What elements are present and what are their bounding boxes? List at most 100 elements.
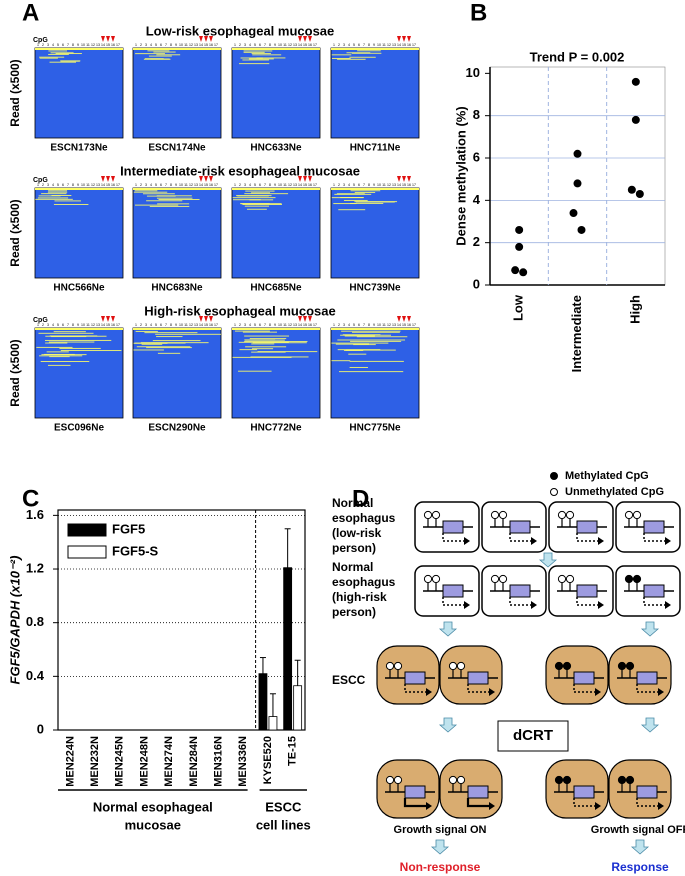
cpg-number: 16: [407, 323, 411, 327]
cpg-number: 15: [303, 323, 307, 327]
methylation-streak: [331, 360, 351, 362]
methylation-streak: [146, 347, 192, 349]
cpg-number: 7: [264, 323, 266, 327]
cpg-number: 10: [278, 323, 282, 327]
methylation-streak: [244, 341, 308, 343]
methylation-streak: [232, 197, 276, 199]
cpg-number: 9: [77, 43, 79, 47]
arrow-head: [426, 802, 432, 810]
cpg-number: 5: [155, 183, 157, 187]
flow-arrow: [630, 839, 650, 855]
x-tick-label: MEN284N: [188, 736, 200, 787]
cpg-marker: [402, 176, 406, 182]
legend-label: Unmethylated CpG: [565, 486, 664, 498]
cpg-number: 17: [214, 323, 218, 327]
cpg-number: 4: [348, 43, 350, 47]
cpg-number: 5: [57, 323, 59, 327]
methylation-streak: [156, 195, 192, 197]
methylation-streak: [144, 58, 164, 60]
row-label: Normal: [332, 496, 373, 510]
transcription-arrow: [442, 533, 465, 542]
gene: [442, 520, 464, 534]
methylation-streak: [136, 346, 191, 348]
cpg-number: 13: [194, 183, 198, 187]
group-title: High-risk esophageal mucosae: [144, 303, 335, 318]
row-label: esophagus: [332, 511, 396, 525]
transcription-arrow: [403, 798, 427, 808]
data-point: [511, 266, 520, 275]
transcription-arrow: [467, 684, 490, 693]
cpg-number: 1: [234, 323, 236, 327]
methylation-streak: [152, 340, 201, 342]
unmethylated-cpg: [565, 574, 575, 584]
methylation-streak: [354, 191, 376, 193]
cpg-number: 5: [254, 43, 256, 47]
arrow-head: [595, 802, 601, 810]
methylation-streak: [350, 202, 384, 204]
y-tick-label: 1.2: [26, 560, 44, 575]
methylation-streak: [60, 60, 81, 62]
cpg-number: 14: [101, 183, 105, 187]
gene: [467, 671, 489, 685]
methylation-streak: [232, 199, 261, 201]
methylation-streak: [146, 200, 183, 202]
legend-swatch: [67, 545, 107, 559]
cpg-marker: [199, 36, 203, 42]
methylation-streak: [140, 342, 209, 344]
cpg-number: 8: [269, 183, 271, 187]
unmethylated-cpg: [385, 775, 395, 785]
x-tick-label: MEN245N: [114, 736, 126, 787]
group-title: Intermediate-risk esophageal mucosae: [120, 163, 360, 178]
flow-arrow: [640, 621, 660, 637]
methylation-streak: [242, 59, 270, 61]
methylation-streak: [257, 351, 318, 353]
methylation-streak: [47, 364, 71, 366]
methylation-streak: [242, 203, 282, 205]
cpg-number: 15: [402, 43, 406, 47]
transcription-arrow: [509, 597, 532, 606]
cpg-number: 16: [111, 43, 115, 47]
cpg-number: 12: [91, 183, 95, 187]
heatmap-top: [232, 188, 320, 190]
cpg-number: 3: [244, 183, 246, 187]
cpg-number: 13: [96, 43, 100, 47]
sample-name: ESCN290Ne: [148, 423, 206, 434]
cpg-number: 16: [308, 43, 312, 47]
methylation-streak: [37, 197, 69, 199]
cpg-number: 17: [313, 323, 317, 327]
cpg-marker: [101, 316, 105, 322]
y-tick-label: 0.4: [26, 668, 45, 683]
cpg-number: 1: [135, 43, 137, 47]
cpg-number: 16: [111, 183, 115, 187]
methylation-streak: [349, 360, 404, 362]
cpg-number: 4: [52, 183, 54, 187]
cpg-marker: [303, 36, 307, 42]
cpg-number: 12: [288, 43, 292, 47]
methylation-streak: [49, 356, 70, 358]
cpg-number: 13: [194, 43, 198, 47]
cpg-number: 12: [189, 183, 193, 187]
methylation-streak: [337, 58, 366, 60]
methylation-streak: [41, 193, 67, 195]
unmethylated-cpg: [557, 574, 567, 584]
methylation-streak: [143, 58, 171, 60]
methylation-streak: [244, 335, 290, 337]
methylation-streak: [251, 348, 274, 350]
methylation-streak: [234, 330, 270, 332]
methylation-streak: [134, 190, 158, 192]
cpg-number: 8: [72, 323, 74, 327]
unmethylated-cpg: [632, 510, 642, 520]
cpg-number: 3: [145, 323, 147, 327]
transcription-arrow: [576, 597, 599, 606]
cpg-marker: [308, 316, 312, 322]
methylated-cpg: [632, 574, 642, 584]
methylation-streak: [135, 330, 158, 332]
methylation-streak: [336, 193, 365, 195]
sample-name: HNC739Ne: [349, 283, 401, 294]
cpg-number: 16: [209, 43, 213, 47]
y-axis-label: Read (x500): [8, 59, 22, 126]
unmethylated-cpg: [490, 510, 500, 520]
unmethylated-cpg: [456, 661, 466, 671]
methylation-streak: [144, 332, 198, 334]
